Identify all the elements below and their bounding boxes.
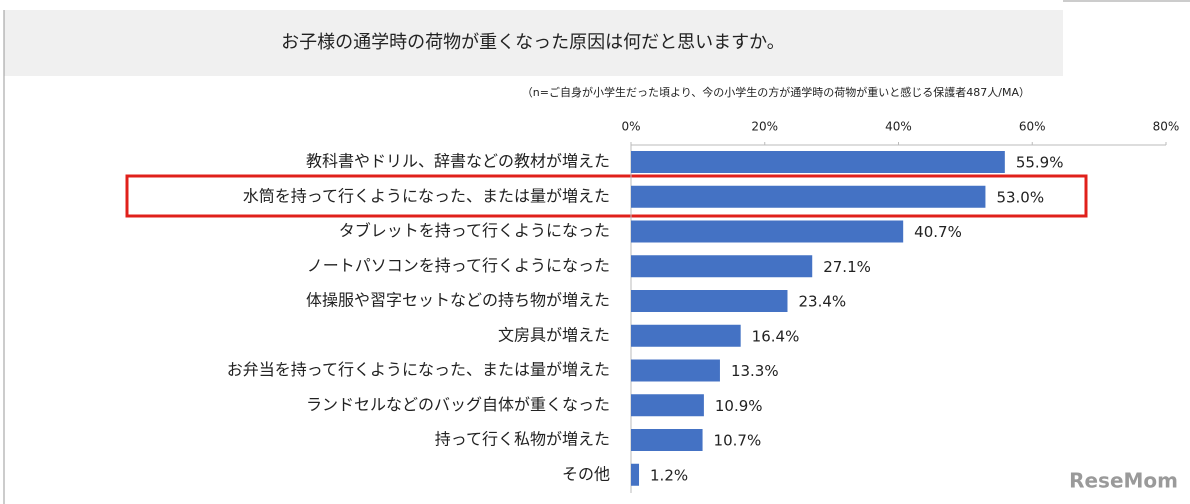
x-tick-label: 60% bbox=[1019, 120, 1046, 134]
x-tick-label: 80% bbox=[1153, 120, 1180, 134]
chart-title: お子様の通学時の荷物が重くなった原因は何だと思いますか。 bbox=[281, 32, 785, 53]
category-label: ランドセルなどのバッグ自体が重くなった bbox=[306, 395, 610, 414]
category-label: お弁当を持って行くようになった、または量が増えた bbox=[227, 360, 610, 379]
category-label: ノートパソコンを持って行くようになった bbox=[307, 256, 610, 275]
value-label: 53.0% bbox=[996, 188, 1044, 206]
bar bbox=[631, 290, 788, 312]
watermark: ReseMom bbox=[1069, 469, 1178, 493]
value-label: 16.4% bbox=[752, 327, 800, 345]
value-label: 13.3% bbox=[731, 362, 779, 380]
value-label: 40.7% bbox=[914, 223, 962, 241]
value-label: 10.7% bbox=[714, 432, 762, 450]
value-label: 55.9% bbox=[1016, 154, 1064, 172]
category-label: その他 bbox=[562, 464, 610, 483]
value-label: 10.9% bbox=[715, 397, 763, 415]
category-label: 水筒を持って行くようになった、または量が増えた bbox=[243, 186, 610, 205]
highlight-box bbox=[125, 174, 1088, 218]
value-label: 27.1% bbox=[823, 258, 871, 276]
bar bbox=[631, 255, 813, 278]
subtitle: （n=ご自身が小学生だった頃より、今の小学生の方が通学時の荷物が重いと感じる保護… bbox=[522, 85, 1030, 99]
bar bbox=[631, 359, 720, 382]
category-label: 文房具が増えた bbox=[498, 325, 610, 344]
x-tick-label: 20% bbox=[751, 120, 778, 134]
bar bbox=[631, 324, 741, 347]
category-label: 教科書やドリル、辞書などの教材が増えた bbox=[306, 152, 610, 171]
x-tick-label: 40% bbox=[885, 120, 912, 134]
bar bbox=[631, 151, 1005, 173]
bar bbox=[631, 429, 703, 451]
bar bbox=[631, 394, 704, 417]
x-tick-label: 0% bbox=[621, 120, 640, 134]
category-label: 持って行く私物が増えた bbox=[435, 430, 610, 449]
category-label: タブレットを持って行くようになった bbox=[339, 221, 610, 240]
category-label: 体操服や習字セットなどの持ち物が増えた bbox=[306, 291, 610, 310]
bar bbox=[631, 220, 904, 243]
value-label: 23.4% bbox=[798, 293, 846, 311]
title-box bbox=[4, 10, 1063, 76]
bar bbox=[631, 463, 640, 486]
bar bbox=[631, 185, 986, 208]
value-label: 1.2% bbox=[650, 466, 688, 484]
